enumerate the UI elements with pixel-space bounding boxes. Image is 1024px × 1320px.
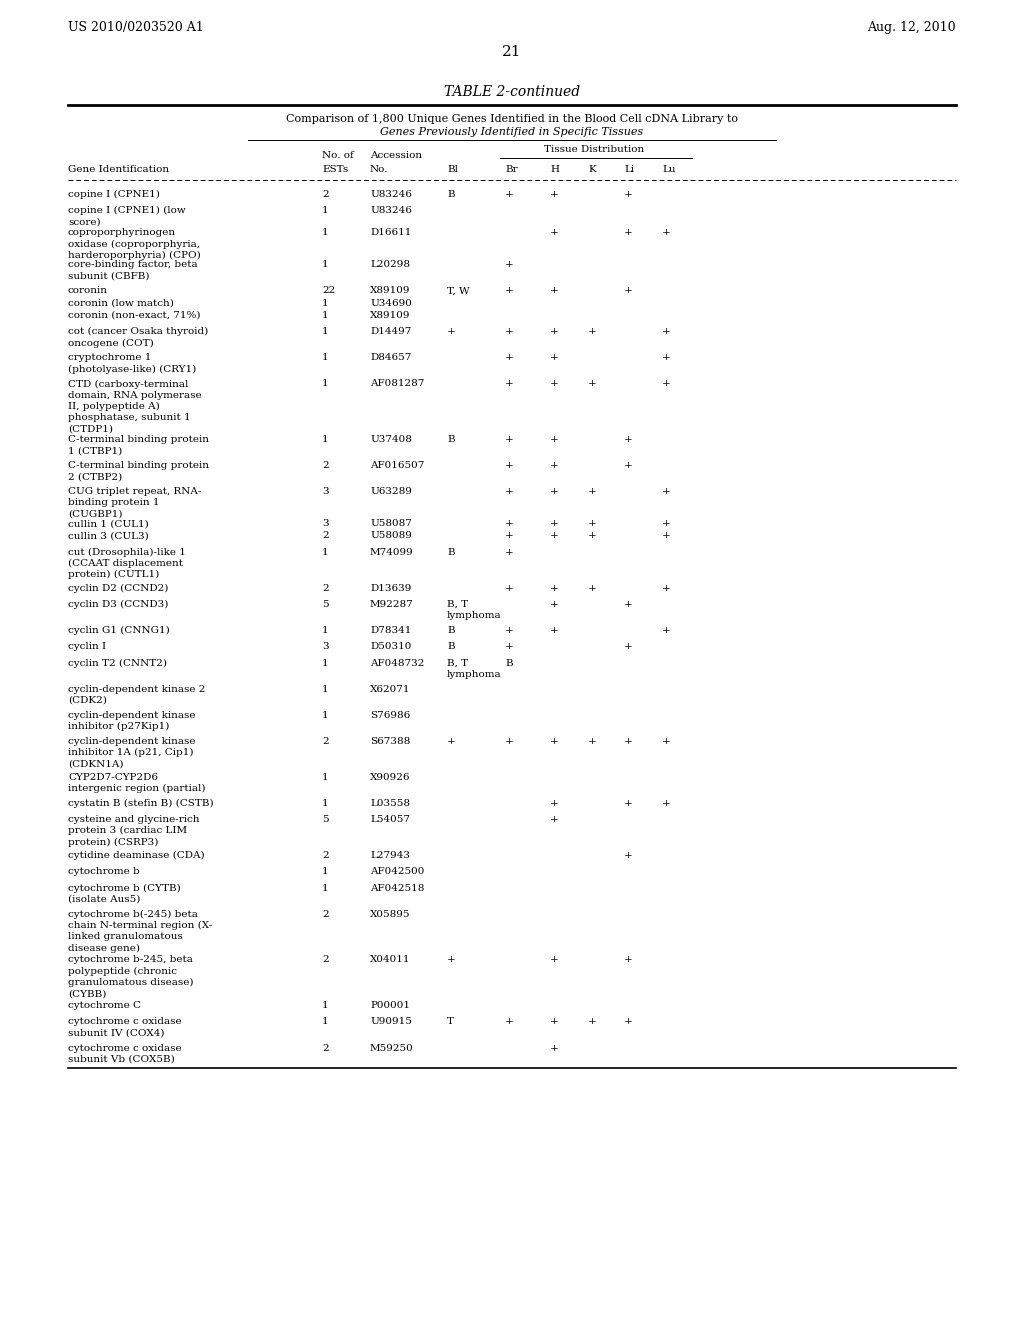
Text: 2: 2	[322, 461, 329, 470]
Text: S76986: S76986	[370, 710, 411, 719]
Text: +: +	[550, 1018, 559, 1027]
Text: 5: 5	[322, 599, 329, 609]
Text: +: +	[662, 487, 671, 496]
Text: +: +	[588, 1018, 597, 1027]
Text: +: +	[505, 643, 514, 651]
Text: 2: 2	[322, 737, 329, 746]
Text: T, W: T, W	[447, 286, 470, 296]
Text: coproporphyrinogen
oxidase (coproporphyria,
harderoporphyria) (CPO): coproporphyrinogen oxidase (coproporphyr…	[68, 228, 201, 260]
Text: cyclin-dependent kinase 2
(CDK2): cyclin-dependent kinase 2 (CDK2)	[68, 685, 206, 705]
Text: +: +	[662, 799, 671, 808]
Text: 1: 1	[322, 206, 329, 215]
Text: CTD (carboxy-terminal
domain, RNA polymerase
II, polypeptide A)
phosphatase, sub: CTD (carboxy-terminal domain, RNA polyme…	[68, 379, 202, 433]
Text: H: H	[550, 165, 559, 174]
Text: +: +	[624, 190, 633, 199]
Text: cytochrome b: cytochrome b	[68, 867, 139, 876]
Text: C-terminal binding protein
2 (CTBP2): C-terminal binding protein 2 (CTBP2)	[68, 461, 209, 482]
Text: D78341: D78341	[370, 626, 412, 635]
Text: M92287: M92287	[370, 599, 414, 609]
Text: cyclin I: cyclin I	[68, 643, 106, 651]
Text: Gene Identification: Gene Identification	[68, 165, 169, 174]
Text: 1: 1	[322, 626, 329, 635]
Text: CUG triplet repeat, RNA-
binding protein 1
(CUGBP1): CUG triplet repeat, RNA- binding protein…	[68, 487, 202, 519]
Text: Li: Li	[624, 165, 634, 174]
Text: 3: 3	[322, 643, 329, 651]
Text: AF042500: AF042500	[370, 867, 424, 876]
Text: +: +	[662, 354, 671, 363]
Text: B, T
lymphoma: B, T lymphoma	[447, 599, 502, 620]
Text: +: +	[550, 956, 559, 965]
Text: D50310: D50310	[370, 643, 412, 651]
Text: Aug. 12, 2010: Aug. 12, 2010	[867, 21, 956, 33]
Text: 2: 2	[322, 583, 329, 593]
Text: 5: 5	[322, 816, 329, 824]
Text: +: +	[550, 816, 559, 824]
Text: 1: 1	[322, 685, 329, 694]
Text: Accession: Accession	[370, 150, 422, 160]
Text: X89109: X89109	[370, 286, 411, 296]
Text: 1: 1	[322, 327, 329, 337]
Text: D13639: D13639	[370, 583, 412, 593]
Text: 3: 3	[322, 487, 329, 496]
Text: M74099: M74099	[370, 548, 414, 557]
Text: D16611: D16611	[370, 228, 412, 238]
Text: +: +	[550, 626, 559, 635]
Text: D14497: D14497	[370, 327, 412, 337]
Text: 1: 1	[322, 436, 329, 444]
Text: +: +	[505, 626, 514, 635]
Text: +: +	[662, 737, 671, 746]
Text: B: B	[447, 190, 455, 199]
Text: cyclin-dependent kinase
inhibitor (p27Kip1): cyclin-dependent kinase inhibitor (p27Ki…	[68, 710, 196, 731]
Text: U83246: U83246	[370, 206, 412, 215]
Text: TABLE 2-continued: TABLE 2-continued	[444, 84, 580, 99]
Text: L54057: L54057	[370, 816, 410, 824]
Text: +: +	[550, 532, 559, 540]
Text: cyclin T2 (CNNT2): cyclin T2 (CNNT2)	[68, 659, 167, 668]
Text: +: +	[550, 354, 559, 363]
Text: +: +	[505, 461, 514, 470]
Text: +: +	[505, 436, 514, 444]
Text: +: +	[624, 956, 633, 965]
Text: +: +	[624, 599, 633, 609]
Text: +: +	[505, 1018, 514, 1027]
Text: 1: 1	[322, 260, 329, 269]
Text: AF081287: AF081287	[370, 379, 424, 388]
Text: cytochrome c oxidase
subunit Vb (COX5B): cytochrome c oxidase subunit Vb (COX5B)	[68, 1044, 181, 1064]
Text: 1: 1	[322, 228, 329, 238]
Text: +: +	[550, 190, 559, 199]
Text: L27943: L27943	[370, 851, 410, 861]
Text: +: +	[550, 461, 559, 470]
Text: cullin 1 (CUL1): cullin 1 (CUL1)	[68, 519, 148, 528]
Text: 2: 2	[322, 1044, 329, 1052]
Text: U83246: U83246	[370, 190, 412, 199]
Text: 2: 2	[322, 909, 329, 919]
Text: +: +	[550, 737, 559, 746]
Text: B: B	[505, 659, 513, 668]
Text: +: +	[550, 487, 559, 496]
Text: U58089: U58089	[370, 532, 412, 540]
Text: D84657: D84657	[370, 354, 412, 363]
Text: B: B	[447, 626, 455, 635]
Text: 2: 2	[322, 190, 329, 199]
Text: +: +	[662, 532, 671, 540]
Text: B, T
lymphoma: B, T lymphoma	[447, 659, 502, 678]
Text: +: +	[662, 228, 671, 238]
Text: cut (Drosophila)-like 1
(CCAAT displacement
protein) (CUTL1): cut (Drosophila)-like 1 (CCAAT displacem…	[68, 548, 186, 579]
Text: Tissue Distribution: Tissue Distribution	[544, 145, 644, 154]
Text: +: +	[447, 737, 456, 746]
Text: U90915: U90915	[370, 1018, 412, 1027]
Text: ESTs: ESTs	[322, 165, 348, 174]
Text: +: +	[505, 532, 514, 540]
Text: coronin (low match): coronin (low match)	[68, 298, 174, 308]
Text: cytochrome b (CYTB)
(isolate Aus5): cytochrome b (CYTB) (isolate Aus5)	[68, 883, 181, 904]
Text: +: +	[550, 599, 559, 609]
Text: U58087: U58087	[370, 519, 412, 528]
Text: +: +	[662, 583, 671, 593]
Text: +: +	[588, 532, 597, 540]
Text: cyclin-dependent kinase
inhibitor 1A (p21, Cip1)
(CDKN1A): cyclin-dependent kinase inhibitor 1A (p2…	[68, 737, 196, 768]
Text: +: +	[505, 519, 514, 528]
Text: C-terminal binding protein
1 (CTBP1): C-terminal binding protein 1 (CTBP1)	[68, 436, 209, 455]
Text: +: +	[505, 737, 514, 746]
Text: +: +	[662, 379, 671, 388]
Text: 1: 1	[322, 379, 329, 388]
